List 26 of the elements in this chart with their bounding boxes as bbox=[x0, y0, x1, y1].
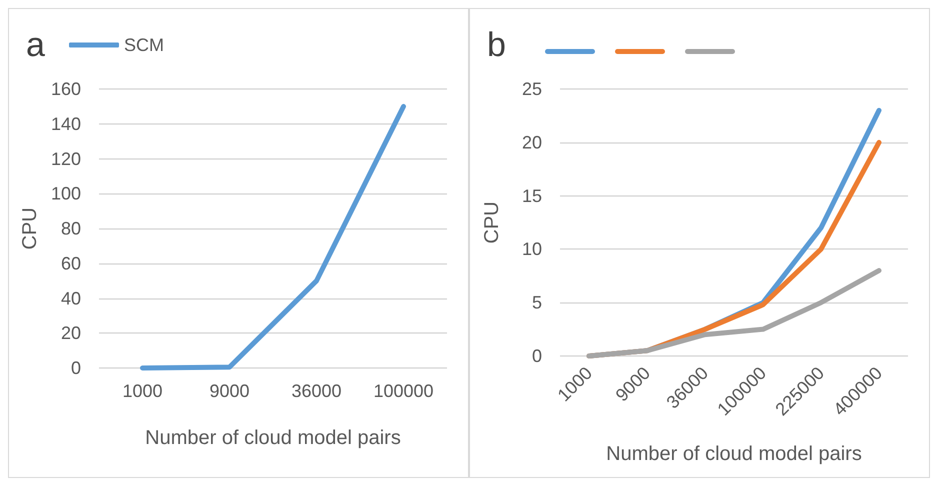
y-tick-label: 120 bbox=[50, 148, 81, 169]
y-tick-label: 10 bbox=[522, 239, 542, 260]
x-tick-label: 100000 bbox=[373, 381, 434, 401]
y-tick-label: 25 bbox=[522, 79, 542, 99]
y-axis-title: CPU bbox=[481, 201, 503, 244]
x-tick-label: 9000 bbox=[209, 381, 250, 401]
y-tick-label: 0 bbox=[532, 346, 542, 366]
x-axis-title: Number of cloud model pairs bbox=[145, 427, 401, 449]
y-axis-title: CPU bbox=[19, 207, 42, 250]
y-tick-label: 20 bbox=[522, 132, 542, 152]
y-tick-label: 20 bbox=[60, 323, 81, 344]
x-tick-label: 1000 bbox=[122, 381, 163, 401]
y-tick-label: 0 bbox=[70, 358, 81, 378]
y-tick-label: 160 bbox=[50, 79, 81, 99]
x-axis-title: Number of cloud model pairs bbox=[606, 443, 862, 465]
y-tick-label: 100 bbox=[50, 184, 81, 204]
chart-title: b bbox=[487, 26, 506, 64]
chart-title: a bbox=[26, 26, 45, 64]
y-tick-label: 5 bbox=[532, 292, 542, 313]
x-tick-label: 36000 bbox=[291, 381, 342, 401]
y-tick-label: 15 bbox=[522, 186, 542, 206]
y-tick-label: 80 bbox=[60, 218, 81, 238]
y-tick-label: 140 bbox=[50, 114, 81, 134]
legend-label: SCM bbox=[124, 35, 164, 55]
y-tick-label: 40 bbox=[60, 288, 81, 308]
y-tick-label: 60 bbox=[60, 253, 81, 274]
